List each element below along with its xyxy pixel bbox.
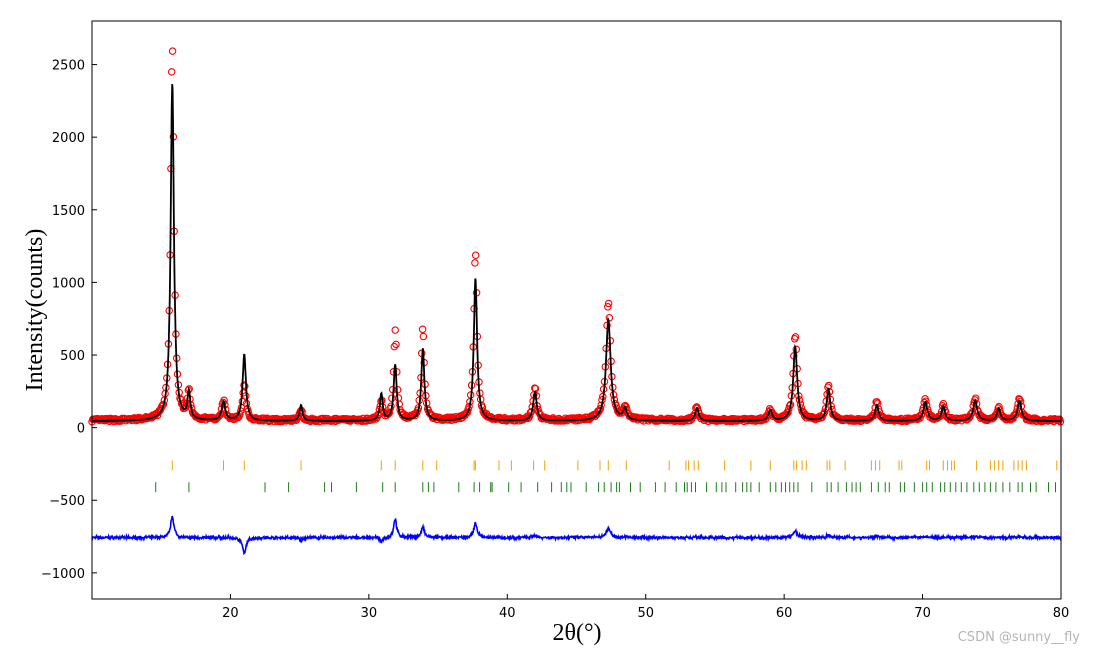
calculated-line (92, 84, 1061, 422)
observed-point (471, 251, 480, 259)
x-tick-label: 80 (1053, 606, 1070, 621)
observed-point (418, 325, 427, 334)
observed-point (391, 326, 399, 334)
y-tick-label: 2500 (52, 59, 85, 74)
difference-line (91, 515, 1062, 556)
axis-ticks: 20 30 40 50 60 70 80 −1000 −500 0 500 1000 1500 2000 2… (41, 59, 1069, 621)
observed-point (462, 409, 470, 418)
x-tick-label: 20 (222, 606, 239, 621)
observed-point (791, 333, 800, 341)
reflection-marker-row-2 (155, 482, 1062, 493)
x-tick-label: 60 (776, 606, 793, 621)
observed-point (240, 381, 248, 389)
plot-frame (91, 20, 1062, 600)
plot-area (88, 47, 1065, 556)
observed-point (784, 408, 792, 417)
reflection-marker-row-1 (171, 460, 1062, 471)
observed-point (390, 342, 399, 351)
observed-point (917, 410, 926, 419)
y-tick-label: −500 (49, 494, 85, 509)
y-tick-label: 1000 (52, 276, 85, 291)
observed-point (604, 299, 613, 308)
observed-point (419, 332, 428, 341)
x-axis-title: 2θ(°) (552, 620, 601, 646)
y-tick-label: 500 (60, 349, 85, 364)
observed-point (232, 412, 241, 420)
observed-point (604, 303, 612, 311)
observed-point (916, 414, 924, 422)
observed-point (168, 47, 177, 55)
observed-point (167, 68, 176, 76)
observed-point (392, 340, 400, 349)
watermark: CSDN @sunny__fly (958, 630, 1081, 645)
x-tick-label: 30 (361, 606, 378, 621)
x-tick-label: 50 (637, 606, 654, 621)
observed-point (215, 412, 223, 420)
x-tick-label: 70 (914, 606, 931, 621)
y-axis-title: Intensity(counts) (22, 229, 48, 392)
observed-point (525, 412, 534, 420)
y-tick-label: 0 (77, 422, 85, 437)
y-tick-label: 2000 (52, 131, 85, 146)
y-tick-label: −1000 (41, 567, 85, 582)
x-tick-label: 40 (499, 606, 516, 621)
y-tick-label: 1500 (52, 204, 85, 219)
observed-point (471, 259, 479, 267)
